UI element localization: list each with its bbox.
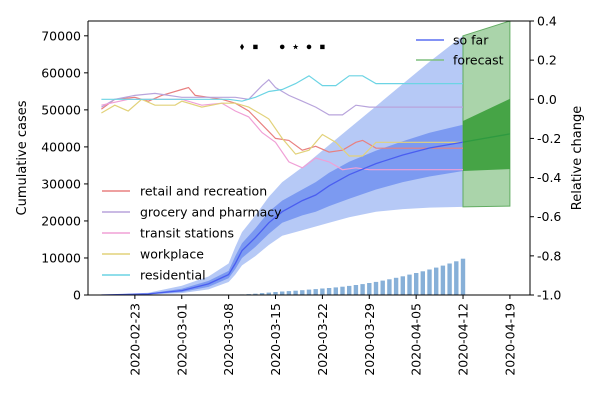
y-left-tick-label: 40000 bbox=[41, 139, 81, 154]
x-tick-label: 2020-04-19 bbox=[502, 303, 517, 376]
forecast-inner-band bbox=[463, 98, 510, 171]
mobility-line-residential bbox=[101, 75, 463, 102]
daily-cases-bar bbox=[393, 277, 399, 295]
daily-cases-bar bbox=[420, 271, 425, 295]
x-tick-label: 2020-03-29 bbox=[362, 303, 377, 376]
y-left-tick-label: 10000 bbox=[41, 250, 81, 265]
daily-cases-bar bbox=[380, 280, 385, 295]
daily-cases-bar bbox=[333, 287, 338, 295]
x-tick-label: 2020-03-08 bbox=[221, 303, 236, 376]
x-tick-label: 2020-03-15 bbox=[268, 303, 283, 376]
plot-area bbox=[101, 21, 511, 295]
mobility-line-grocery bbox=[101, 78, 463, 116]
event-marker-circle bbox=[279, 44, 285, 50]
daily-cases-bar bbox=[313, 289, 318, 295]
event-marker-square bbox=[253, 44, 258, 50]
daily-cases-bar bbox=[360, 284, 365, 295]
daily-cases-bar bbox=[293, 290, 298, 295]
event-marker-star bbox=[292, 43, 299, 50]
mobility-line-workplace bbox=[101, 98, 463, 157]
y-left-tick-label: 60000 bbox=[41, 65, 81, 80]
daily-cases-bar bbox=[447, 263, 452, 295]
y-left-tick-label: 20000 bbox=[41, 213, 81, 228]
daily-cases-bar bbox=[306, 289, 312, 295]
daily-cases-bar bbox=[440, 265, 446, 295]
daily-cases-bar bbox=[400, 276, 405, 295]
y-right-tick-label: -0.6 bbox=[537, 209, 561, 224]
daily-cases-bar bbox=[280, 291, 285, 295]
y-left-tick-label: 50000 bbox=[41, 102, 81, 117]
legend-lower-label-retail: retail and recreation bbox=[140, 184, 267, 199]
y-right-tick-label: 0.2 bbox=[537, 53, 557, 68]
y-right-tick-label: -1.0 bbox=[537, 288, 561, 303]
y-left-tick-label: 0 bbox=[73, 288, 81, 303]
daily-cases-bar bbox=[454, 261, 459, 295]
daily-cases-bar bbox=[253, 293, 258, 295]
event-marker-circle bbox=[306, 44, 312, 50]
legend-lower-label-workplace: workplace bbox=[140, 247, 204, 262]
y-axis-label-left: Cumulative cases bbox=[15, 100, 30, 215]
daily-cases-bar bbox=[259, 293, 265, 295]
legend-upper-label-so_far: so far bbox=[453, 33, 489, 48]
daily-cases-bar bbox=[300, 290, 305, 295]
daily-cases-bar bbox=[407, 274, 412, 295]
daily-cases-bar bbox=[353, 285, 359, 295]
x-tick-label: 2020-04-12 bbox=[456, 303, 471, 376]
daily-cases-bar bbox=[434, 267, 439, 295]
x-tick-label: 2020-03-01 bbox=[174, 303, 189, 376]
daily-cases-bar bbox=[367, 283, 372, 295]
forecast-line bbox=[462, 133, 511, 143]
daily-cases-bar bbox=[373, 281, 379, 295]
daily-cases-bar bbox=[387, 279, 392, 295]
mobility-line-retail bbox=[101, 86, 463, 153]
y-left-tick-label: 70000 bbox=[41, 28, 81, 43]
daily-cases-bar bbox=[414, 273, 419, 295]
x-tick-label: 2020-04-05 bbox=[409, 303, 424, 376]
y-axis-label-right: Relative change bbox=[570, 106, 585, 210]
y-right-tick-label: 0.0 bbox=[537, 92, 557, 107]
daily-cases-bar bbox=[266, 292, 271, 295]
event-marker-square bbox=[320, 44, 325, 50]
y-left-tick-label: 30000 bbox=[41, 176, 81, 191]
daily-cases-bar bbox=[460, 258, 466, 295]
daily-cases-bar bbox=[286, 291, 292, 295]
daily-cases-bar bbox=[427, 269, 432, 295]
x-tick-label: 2020-02-23 bbox=[127, 303, 142, 376]
x-tick-label: 2020-03-22 bbox=[315, 303, 330, 376]
y-right-tick-label: -0.2 bbox=[537, 131, 561, 146]
y-right-tick-label: -0.4 bbox=[537, 170, 561, 185]
daily-cases-bar bbox=[340, 286, 345, 295]
so-far-line bbox=[101, 141, 464, 295]
legend-upper-label-forecast: forecast bbox=[453, 53, 504, 68]
daily-cases-bar bbox=[320, 288, 325, 295]
so-far-inner-band bbox=[101, 124, 464, 295]
legend-lower-label-residential: residential bbox=[140, 268, 206, 283]
legend-lower-label-transit: transit stations bbox=[140, 226, 234, 241]
daily-cases-bar bbox=[273, 292, 278, 295]
y-right-tick-label: 0.4 bbox=[537, 14, 557, 29]
event-marker-diamond bbox=[240, 43, 245, 51]
y-right-tick-label: -0.8 bbox=[537, 248, 561, 263]
daily-cases-bar bbox=[326, 288, 332, 295]
daily-cases-bar bbox=[347, 285, 352, 295]
legend-lower-label-grocery: grocery and pharmacy bbox=[140, 205, 282, 220]
